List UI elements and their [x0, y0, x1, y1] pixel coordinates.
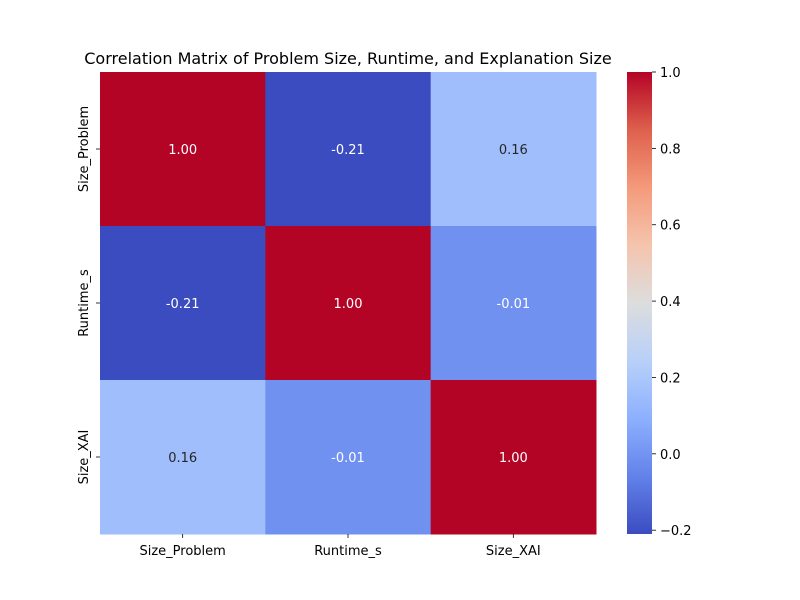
cell-value-label: -0.21: [331, 143, 365, 158]
heatmap-annotations: 1.00 -0.21 0.16 -0.21 1.00 -0.01 0.16 -0.01 1.00: [166, 143, 530, 466]
cell-value-label: 1.00: [499, 451, 528, 466]
y-tick-label: Runtime_s: [77, 269, 92, 337]
heatmap-cell: [265, 380, 432, 535]
cell-value-label: 0.16: [499, 143, 528, 158]
colorbar-tick-label: 0.0: [660, 448, 681, 463]
heatmap-cell: [100, 226, 266, 381]
heatmap-cell: [430, 226, 597, 381]
y-tick-label: Size_XAI: [77, 430, 92, 485]
x-axis-ticks: Size_Problem Runtime_s Size_XAI: [139, 534, 541, 559]
y-axis-ticks: Size_Problem Runtime_s Size_XAI: [77, 106, 100, 485]
colorbar-tick-label: 1.0: [660, 66, 681, 81]
colorbar-tick-label: 0.6: [660, 219, 681, 234]
colorbar-gradient: [627, 72, 652, 534]
heatmap-cell: [430, 380, 597, 535]
cell-value-label: 1.00: [168, 143, 197, 158]
heatmap-cells: [100, 72, 597, 535]
heatmap-cell: [100, 72, 266, 227]
heatmap-cell: [265, 72, 432, 227]
x-tick-label: Size_XAI: [486, 544, 541, 559]
colorbar-tick-label: 0.2: [660, 371, 681, 386]
cell-value-label: -0.01: [497, 297, 531, 312]
x-tick-label: Runtime_s: [314, 544, 382, 559]
cell-value-label: -0.01: [331, 451, 365, 466]
heatmap-cell: [430, 72, 597, 227]
cell-value-label: 0.16: [168, 451, 197, 466]
heatmap-cell: [265, 226, 432, 381]
colorbar-tick-label: −0.2: [660, 524, 692, 539]
chart-title: Correlation Matrix of Problem Size, Runt…: [84, 49, 612, 68]
colorbar-tick-label: 0.8: [660, 142, 681, 157]
colorbar-tick-label: 0.4: [660, 295, 681, 310]
x-tick-label: Size_Problem: [139, 544, 225, 559]
cell-value-label: 1.00: [334, 297, 363, 312]
heatmap-cell: [100, 380, 266, 535]
y-tick-label: Size_Problem: [77, 106, 92, 192]
cell-value-label: -0.21: [166, 297, 200, 312]
colorbar: 1.0 0.8 0.6 0.4 0.2 0.0 −0.2: [627, 66, 692, 539]
